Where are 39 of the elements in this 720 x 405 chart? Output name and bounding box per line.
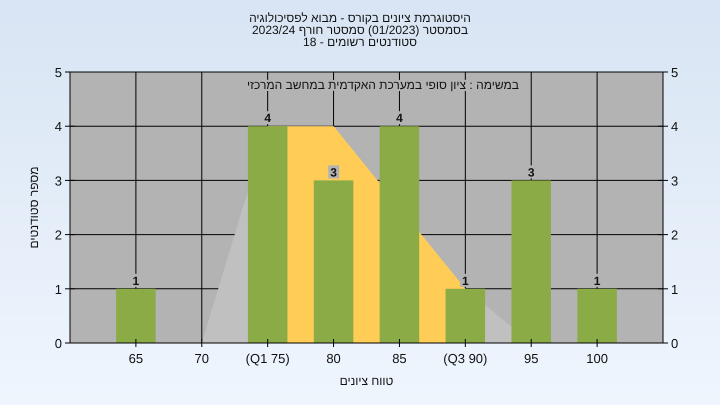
x-tick-label: (Q1 75) <box>246 351 290 366</box>
data-label: 3 <box>330 165 338 180</box>
bar <box>577 288 617 343</box>
y-axis-title: מספר סטודנטים <box>27 166 41 249</box>
data-label: 1 <box>462 274 469 288</box>
x-tick-label: 80 <box>326 351 341 366</box>
y-tick-label: 1 <box>54 282 62 297</box>
y2-tick-label: 5 <box>671 65 678 80</box>
bar <box>446 288 486 343</box>
bar <box>116 288 156 343</box>
x-tick-label: 95 <box>524 351 538 366</box>
x-tick-label: 65 <box>128 351 144 366</box>
y-tick-label: 0 <box>54 336 62 351</box>
x-tick-label: (Q3 90) <box>443 351 488 366</box>
x-tick-label: 85 <box>392 351 407 366</box>
data-label: 4 <box>396 111 404 126</box>
text: סטודנטים רשומים - 18 <box>303 35 418 49</box>
y2-tick-label: 1 <box>671 282 678 297</box>
data-label: 1 <box>132 274 140 288</box>
data-label: 4 <box>264 111 272 126</box>
y2-tick-label: 0 <box>671 336 678 351</box>
y-tick-label: 5 <box>54 65 62 80</box>
y2-tick-label: 4 <box>671 119 678 134</box>
bar <box>248 126 288 343</box>
y2-tick-label: 2 <box>671 228 678 243</box>
chart-subtitle: בסמסטר (01/2023) סמסטר חורף 2023/24 <box>252 23 468 37</box>
data-label: 3 <box>528 165 535 180</box>
y-tick-label: 3 <box>54 173 62 188</box>
chart-title: היסטוגרמת ציונים בקורס - מבוא לפסיכולוגיה <box>249 11 471 25</box>
bar <box>380 126 420 343</box>
y-tick-label: 2 <box>54 228 62 243</box>
x-tick-label: 100 <box>586 351 608 366</box>
bar <box>314 180 354 343</box>
x-tick-label: 70 <box>194 351 210 366</box>
y-tick-label: 4 <box>54 119 62 134</box>
y2-tick-label: 3 <box>671 173 678 188</box>
x-axis-title: טווח ציונים <box>340 374 394 388</box>
bar <box>511 180 551 343</box>
data-label: 1 <box>594 274 601 288</box>
